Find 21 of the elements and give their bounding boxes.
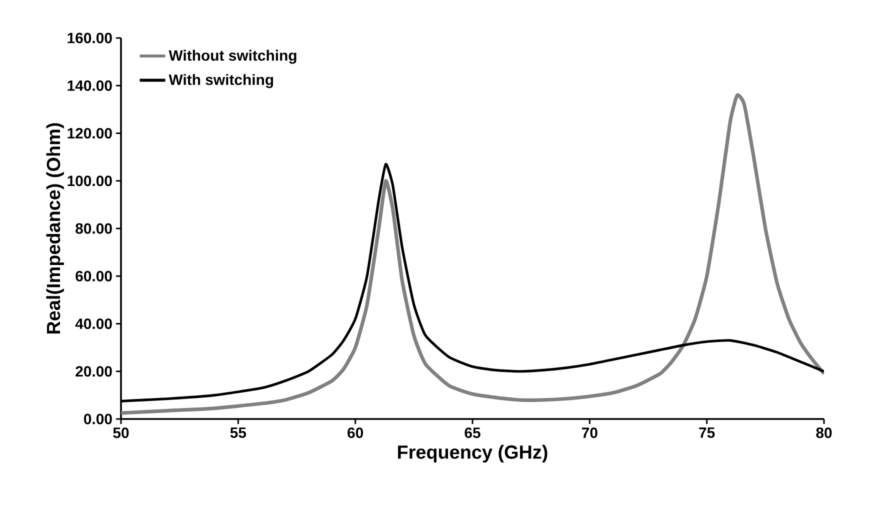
x-tick-label: 80 (816, 428, 832, 438)
legend-label: With switching (168, 74, 274, 88)
x-tick-label: 65 (464, 428, 480, 438)
y-axis-title: Real(Impedance) (Ohm) (46, 123, 64, 334)
y-tick-label: 160.00 (68, 32, 112, 44)
y-tick-label: 120.00 (68, 128, 112, 139)
y-tick-label: 80.00 (76, 223, 112, 234)
y-tick-label: 20.00 (76, 366, 112, 377)
y-tick-label: 0.00 (84, 414, 112, 424)
x-tick-label: 75 (699, 428, 715, 438)
legend-label: Without switching (168, 50, 296, 64)
y-tick-label: 60.00 (76, 270, 112, 282)
line-series (121, 93, 824, 415)
x-tick-label: 55 (230, 428, 246, 438)
y-tick-label: 40.00 (75, 318, 112, 330)
y-tick-label: 100.00 (68, 176, 112, 186)
x-tick-label: 50 (113, 428, 129, 438)
x-tick-label: 60 (348, 428, 364, 438)
x-axis-title: Frequency (GHz) (398, 444, 548, 463)
y-tick-label: 140.00 (68, 80, 112, 91)
x-tick-label: 70 (582, 428, 598, 438)
